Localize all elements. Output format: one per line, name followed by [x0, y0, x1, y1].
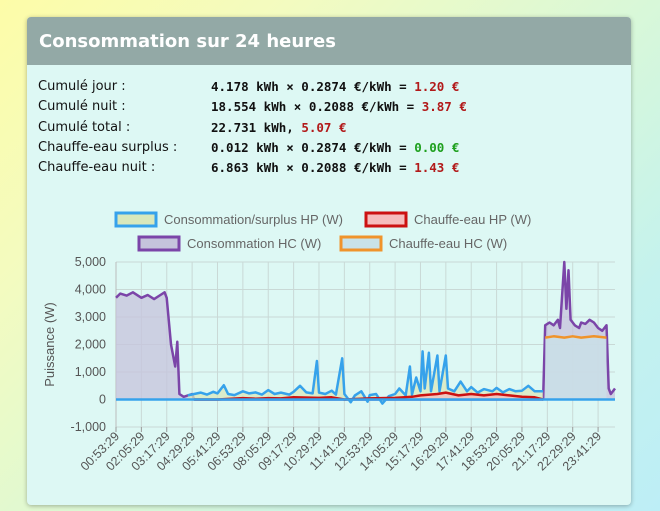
- consumption-card: Consommation sur 24 heures Cumulé jour :…: [27, 17, 631, 505]
- series-area: [116, 262, 615, 400]
- series-area: [545, 336, 607, 400]
- legend-label: Consommation/surplus HP (W): [164, 212, 343, 227]
- y-tick-label: -1,000: [71, 420, 106, 434]
- y-tick-label: 1,000: [75, 365, 106, 379]
- legend-label: Consommation HC (W): [187, 236, 321, 251]
- stat-row-total: Cumulé total : 22.731 kWh, 5.07 €: [38, 118, 538, 138]
- stat-label: Cumulé jour :: [38, 79, 126, 94]
- series-line: [115, 260, 616, 401]
- legend-swatch: [114, 211, 158, 228]
- stat-label: Cumulé nuit :: [38, 99, 126, 115]
- stat-amount: 3.87 €: [421, 99, 467, 115]
- stat-label: Chauffe-eau surplus :: [38, 139, 178, 155]
- stat-formula: 0.012 kWh × 0.2874 €/kWh =: [211, 139, 415, 155]
- card-title: Consommation sur 24 heures: [27, 17, 631, 65]
- legend-swatch: [339, 235, 383, 252]
- stat-amount: 1.43 €: [414, 160, 460, 176]
- series-area: [194, 392, 544, 400]
- y-axis-label: Puissance (W): [42, 302, 57, 387]
- stat-row-day: Cumulé jour : 4.178 kWh × 0.2874 €/kWh =…: [38, 77, 538, 97]
- stats-block: Cumulé jour : 4.178 kWh × 0.2874 €/kWh =…: [38, 77, 538, 178]
- stat-label: Chauffe-eau nuit :: [38, 160, 156, 176]
- stat-label: Cumulé total :: [38, 119, 131, 135]
- power-chart: -1,00001,0002,0003,0004,0005,00000:53:29…: [42, 211, 616, 474]
- y-tick-label: 4,000: [75, 283, 106, 297]
- legend-swatch: [364, 211, 408, 228]
- legend-label: Chauffe-eau HP (W): [414, 212, 531, 227]
- legend-label: Chauffe-eau HC (W): [389, 236, 507, 251]
- stat-row-heater-surplus: Chauffe-eau surplus : 0.012 kWh × 0.2874…: [38, 138, 538, 158]
- stat-formula: 4.178 kWh × 0.2874 €/kWh =: [211, 79, 415, 94]
- stat-amount: 5.07 €: [301, 119, 347, 135]
- series-line: [187, 350, 544, 405]
- stat-formula: 6.863 kWh × 0.2088 €/kWh =: [211, 160, 415, 176]
- y-tick-label: 0: [99, 393, 106, 407]
- stat-formula: 22.731 kWh,: [211, 119, 302, 135]
- stat-formula: 18.554 kWh × 0.2088 €/kWh =: [211, 99, 422, 115]
- series-line: [545, 335, 607, 339]
- stat-amount: 0.00 €: [414, 139, 460, 155]
- y-tick-label: 5,000: [75, 255, 106, 269]
- stat-amount: 1.20 €: [414, 79, 460, 94]
- legend-swatch: [137, 235, 181, 252]
- y-tick-label: 3,000: [75, 310, 106, 324]
- stat-row-night: Cumulé nuit : 18.554 kWh × 0.2088 €/kWh …: [38, 97, 538, 117]
- stat-row-heater-night: Chauffe-eau nuit : 6.863 kWh × 0.2088 €/…: [38, 158, 538, 178]
- y-tick-label: 2,000: [75, 338, 106, 352]
